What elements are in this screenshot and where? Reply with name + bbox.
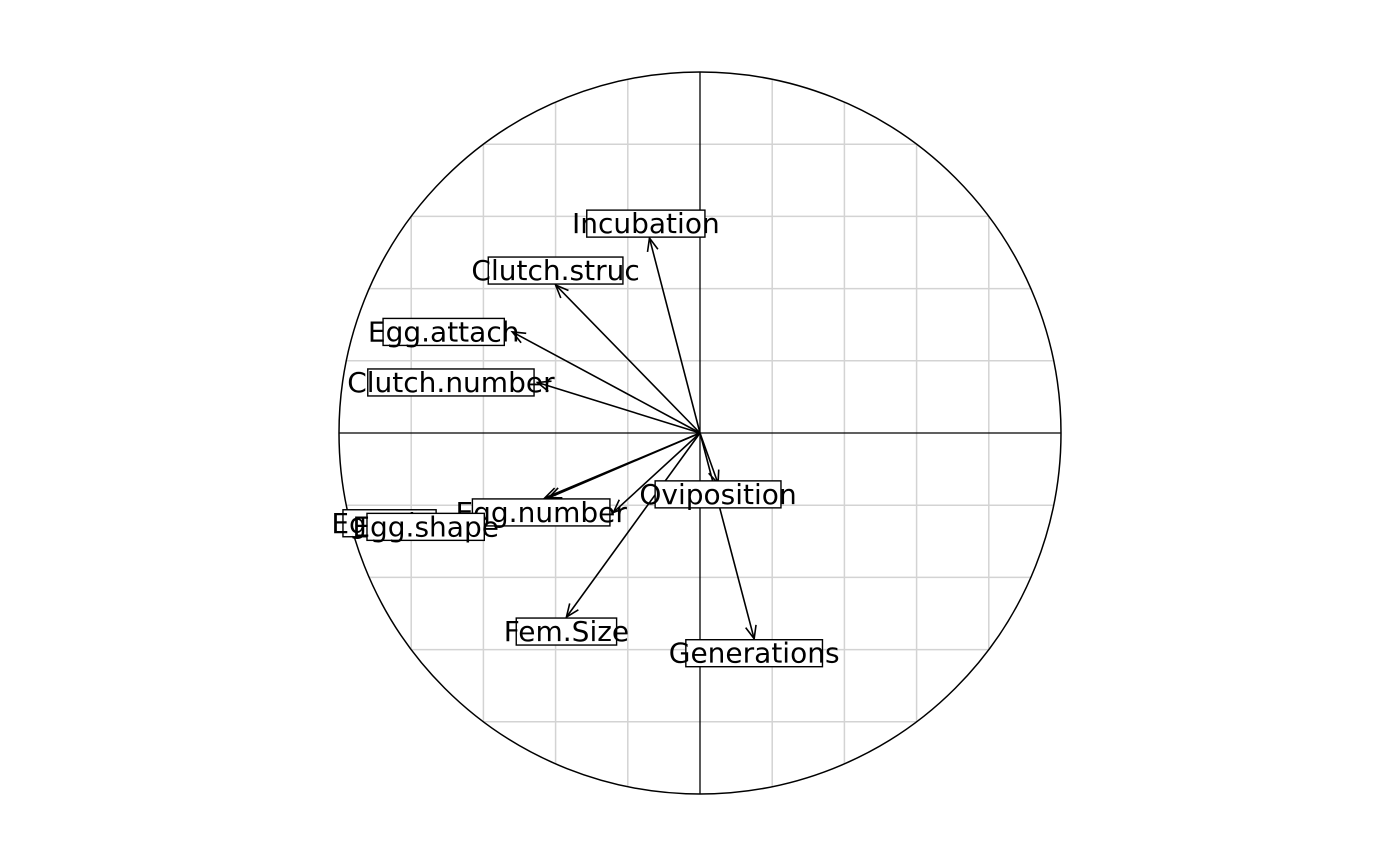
variable-label: Fem.Size bbox=[504, 615, 629, 648]
label-fem-size: Fem.Size bbox=[504, 615, 629, 648]
arrow-head bbox=[646, 236, 659, 253]
arrow-head bbox=[542, 487, 559, 499]
variable-label: Generations bbox=[669, 637, 840, 670]
label-box bbox=[366, 512, 485, 542]
variable-label: Egg.attach bbox=[368, 315, 520, 348]
arrow-shaft bbox=[612, 432, 701, 514]
arrow-clutch-struc bbox=[554, 283, 701, 434]
arrow-egg-shape bbox=[542, 432, 701, 499]
label-box bbox=[586, 209, 706, 238]
arrow-shaft bbox=[648, 237, 701, 434]
variable-label: Incubation bbox=[572, 207, 720, 240]
arrow-shaft bbox=[537, 381, 701, 434]
variable-label: Clutch.struc bbox=[471, 254, 639, 287]
arrow-head bbox=[554, 283, 569, 299]
arrow-clutch-number bbox=[535, 380, 701, 434]
label-box bbox=[382, 317, 506, 347]
label-clutch-struc: Clutch.struc bbox=[471, 254, 639, 287]
arrow-head bbox=[565, 603, 579, 619]
arrow-head bbox=[535, 380, 552, 393]
label-generations: Generations bbox=[669, 637, 840, 670]
arrow-shaft bbox=[555, 284, 701, 434]
arrow-shaft bbox=[511, 331, 701, 434]
variable-label: Oviposition bbox=[639, 478, 796, 511]
variable-labels: Incubation Clutch.struc Egg.attach Clutch.n… bbox=[331, 207, 839, 670]
label-box bbox=[685, 639, 824, 668]
label-egg-attach: Egg.attach bbox=[368, 315, 520, 348]
variable-label: Egg.shape bbox=[352, 510, 499, 543]
arrow-head bbox=[611, 499, 627, 514]
arrow-shaft bbox=[565, 432, 701, 618]
arrow-egg-attach bbox=[510, 330, 701, 434]
unit-circle bbox=[338, 71, 1062, 795]
variable-arrows bbox=[510, 236, 757, 641]
label-clutch-number: Clutch.number bbox=[347, 366, 555, 399]
arrow-head bbox=[510, 330, 527, 344]
label-box bbox=[487, 256, 624, 285]
arrow-fem-size bbox=[565, 432, 701, 619]
variable-label: Clutch.number bbox=[347, 366, 555, 399]
arrow-shaft bbox=[544, 432, 701, 499]
label-box bbox=[654, 480, 782, 509]
label-incubation: Incubation bbox=[572, 207, 720, 240]
arrow-generations bbox=[699, 432, 757, 641]
label-oviposition: Oviposition bbox=[639, 478, 796, 511]
arrow-shaft bbox=[699, 432, 755, 639]
arrow-incubation bbox=[646, 236, 701, 434]
arrow-egg-number bbox=[611, 432, 701, 514]
arrow-head bbox=[745, 624, 757, 641]
label-egg-shape: Egg.shape bbox=[352, 510, 499, 543]
label-box bbox=[515, 617, 618, 646]
label-box bbox=[471, 498, 611, 527]
label-box bbox=[367, 368, 535, 397]
